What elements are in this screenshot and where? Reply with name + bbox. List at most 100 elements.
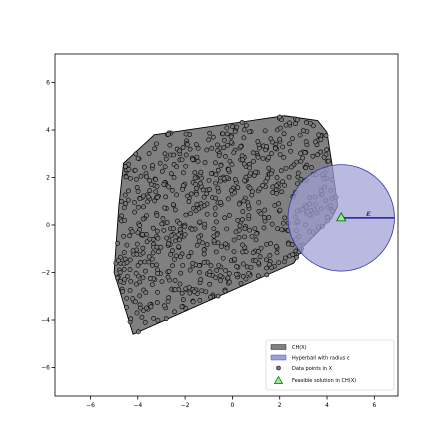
data-point: [142, 319, 148, 325]
data-point: [135, 230, 141, 236]
data-point: [174, 192, 179, 198]
data-point: [213, 172, 219, 178]
data-point: [197, 270, 202, 275]
data-point: [243, 276, 249, 282]
data-point: [129, 229, 135, 235]
data-point: [125, 197, 131, 203]
data-point: [152, 146, 158, 152]
data-point: [192, 175, 198, 181]
data-point: [231, 249, 237, 254]
data-point: [298, 151, 303, 156]
data-point: [267, 253, 273, 258]
data-point: [119, 198, 124, 204]
data-point: [232, 256, 237, 262]
data-point: [250, 250, 256, 256]
data-point: [183, 163, 189, 169]
data-point: [186, 199, 192, 205]
data-point: [208, 171, 214, 176]
data-point: [207, 269, 213, 275]
data-point: [142, 259, 148, 265]
data-point: [302, 150, 308, 156]
data-point: [212, 212, 218, 217]
data-point: [196, 263, 202, 269]
data-point: [248, 170, 253, 176]
data-point: [221, 145, 227, 151]
data-point: [246, 271, 252, 276]
data-point: [124, 242, 130, 248]
data-point: [161, 182, 167, 187]
data-point: [280, 144, 286, 150]
data-point: [183, 152, 189, 158]
data-point: [295, 181, 300, 187]
data-point: [186, 254, 192, 260]
data-point: [238, 281, 244, 287]
data-point: [165, 131, 171, 137]
x-tick-label: −4: [133, 402, 142, 409]
data-point: [203, 289, 209, 295]
data-point: [170, 226, 176, 232]
data-point: [153, 177, 159, 182]
data-point: [230, 124, 235, 130]
data-point: [270, 190, 276, 195]
data-point: [229, 162, 235, 167]
data-point: [269, 221, 275, 227]
data-point: [250, 150, 256, 156]
data-point: [272, 145, 278, 151]
data-point: [240, 157, 245, 163]
data-point: [295, 170, 301, 176]
data-point: [149, 282, 155, 288]
data-point: [277, 152, 283, 157]
data-point: [307, 120, 313, 126]
data-point: [147, 236, 153, 242]
data-point: [211, 238, 217, 244]
data-point: [264, 272, 270, 278]
data-point: [247, 165, 253, 171]
data-point: [236, 235, 242, 240]
data-point: [137, 223, 143, 228]
data-point: [123, 164, 128, 169]
data-point: [140, 245, 146, 251]
data-point: [163, 316, 169, 322]
data-point: [184, 142, 190, 147]
data-point: [258, 211, 264, 217]
data-point: [127, 288, 133, 293]
data-point: [201, 259, 207, 265]
data-point: [240, 242, 245, 248]
data-point: [168, 252, 173, 257]
data-point: [227, 158, 233, 164]
data-point: [134, 241, 140, 247]
data-point: [198, 180, 203, 186]
data-point: [140, 275, 146, 281]
data-point: [273, 243, 279, 249]
data-point: [225, 275, 231, 281]
data-point: [146, 259, 152, 265]
data-point: [150, 250, 156, 256]
legend-hull-swatch: [270, 344, 287, 350]
data-point: [180, 170, 186, 176]
data-point: [182, 232, 188, 237]
data-point: [180, 297, 186, 303]
data-point: [290, 136, 295, 142]
data-point: [124, 305, 129, 310]
data-point: [137, 293, 143, 299]
data-point: [253, 237, 259, 243]
data-point: [200, 240, 206, 246]
data-point: [260, 156, 266, 161]
data-point: [274, 183, 279, 189]
data-point: [281, 155, 287, 160]
data-point: [232, 190, 238, 196]
data-point: [122, 256, 128, 262]
data-point: [121, 250, 127, 255]
data-point: [147, 188, 153, 194]
data-point: [290, 252, 296, 257]
data-point: [155, 271, 161, 276]
data-point: [172, 207, 178, 213]
data-point: [294, 254, 299, 260]
data-point: [303, 139, 309, 145]
data-point: [194, 242, 200, 248]
data-point: [188, 250, 194, 256]
data-point: [154, 244, 160, 250]
data-point: [179, 304, 185, 310]
data-point: [158, 244, 164, 250]
